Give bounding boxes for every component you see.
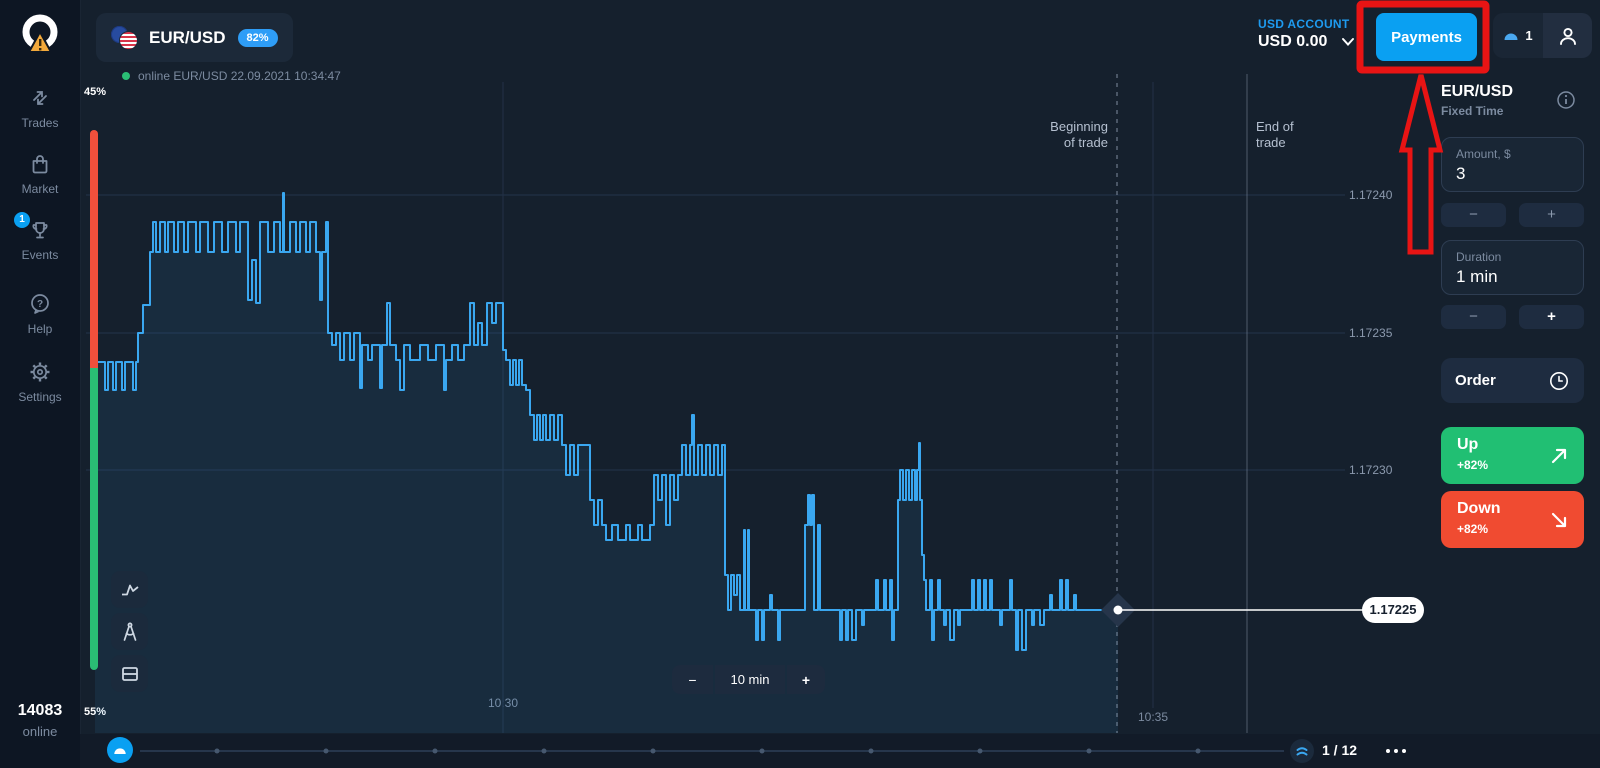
order-button[interactable]: Order <box>1441 358 1584 403</box>
sidebar-item-trades[interactable]: Trades <box>0 86 80 130</box>
panel-asset-title: EUR/USD <box>1441 83 1514 100</box>
sentiment-down-percent: 55% <box>84 706 107 718</box>
diagonal-arrows-icon <box>33 91 47 105</box>
info-icon[interactable] <box>1556 90 1576 110</box>
panel-asset-subtitle: Fixed Time <box>1441 104 1504 118</box>
x-axis-tick: 10:30 <box>487 696 519 710</box>
up-payout: +82% <box>1457 458 1489 472</box>
trophy-icon <box>32 222 48 239</box>
account-balance: USD 0.00 <box>1258 33 1328 50</box>
end-of-trade-label: End of trade <box>1256 119 1294 150</box>
compass-icon <box>123 622 136 641</box>
shopping-bag-icon <box>32 155 48 174</box>
line-chart-icon <box>121 584 139 595</box>
currency-pair-flags-icon <box>111 25 141 50</box>
sidebar-item-events[interactable]: 1 Events <box>0 212 80 262</box>
down-label: Down <box>1457 500 1501 517</box>
profile-group: 1 <box>1493 13 1592 58</box>
payments-label: Payments <box>1391 28 1462 46</box>
y-axis-tick: 1.17235 <box>1349 326 1393 340</box>
asset-name: EUR/USD <box>149 27 226 47</box>
y-axis-tick: 1.17240 <box>1349 188 1393 202</box>
timeframe-zoom-out-button[interactable]: − <box>672 665 713 694</box>
payout-badge: 82% <box>237 28 278 47</box>
notifications-count: 1 <box>1525 28 1533 43</box>
more-menu-button[interactable] <box>1386 749 1406 753</box>
duration-increase-button[interactable]: + <box>1519 305 1584 329</box>
account-chevron-down-icon[interactable] <box>1340 37 1356 47</box>
payments-arrow-annotation <box>1398 74 1444 255</box>
account-type-label: USD ACCOUNT <box>1258 17 1350 31</box>
layout-button[interactable] <box>111 655 148 692</box>
sentiment-bar-red <box>90 130 98 368</box>
sidebar-item-label: Trades <box>21 116 59 130</box>
asset-status: online EUR/USD 22.09.2021 10:34:47 <box>122 69 341 83</box>
trade-history-button[interactable] <box>107 737 133 763</box>
down-button[interactable]: Down +82% <box>1441 491 1584 548</box>
online-count-label: online <box>22 724 58 739</box>
drawing-tools-button[interactable] <box>111 613 148 650</box>
timeframe-control: − 10 min + <box>672 665 825 694</box>
duration-label: Duration <box>1456 250 1502 264</box>
clock-icon <box>1550 371 1568 390</box>
gear-icon <box>30 362 50 382</box>
us-flag-icon <box>120 31 137 49</box>
y-axis-tick: 1.17230 <box>1349 463 1393 477</box>
amount-decrease-button[interactable]: − <box>1441 203 1506 227</box>
order-label: Order <box>1455 372 1496 389</box>
sentiment-up-percent: 45% <box>84 86 107 98</box>
online-status-icon <box>122 72 130 80</box>
profile-button[interactable] <box>1543 13 1592 58</box>
arrow-down-right-icon <box>1551 512 1567 528</box>
sidebar-item-label: Events <box>21 248 59 262</box>
payments-button[interactable]: Payments <box>1376 13 1477 61</box>
up-label: Up <box>1457 436 1479 453</box>
timeframe-zoom-in-button[interactable]: + <box>787 665 825 694</box>
sentiment-bar-green <box>90 368 98 670</box>
stacked-chevrons-icon <box>1296 747 1308 756</box>
chart-canvas[interactable] <box>80 80 1340 730</box>
current-price-label: 1.17225 <box>1362 597 1424 623</box>
pager-button[interactable] <box>1290 739 1314 763</box>
sidebar-item-help[interactable]: ? Help <box>0 292 80 336</box>
duration-value: 1 min <box>1456 267 1498 286</box>
svg-text:?: ? <box>37 299 43 310</box>
events-badge: 1 <box>14 212 30 228</box>
down-payout: +82% <box>1457 522 1489 536</box>
online-count: 14083 <box>17 702 63 719</box>
sidebar: Trades Market <box>0 0 81 768</box>
sidebar-item-label: Settings <box>18 390 62 404</box>
notifications-button[interactable]: 1 <box>1493 13 1543 58</box>
timeframe-label: 10 min <box>715 665 785 694</box>
sidebar-item-label: Market <box>21 182 59 196</box>
question-bubble-icon: ? <box>31 294 49 314</box>
sidebar-item-label: Help <box>27 322 53 336</box>
page-indicator: 1 / 12 <box>1322 742 1358 758</box>
arc-icon <box>114 747 126 754</box>
sidebar-item-market[interactable]: Market <box>0 152 80 196</box>
notification-arc-icon <box>1504 33 1518 40</box>
x-axis-tick: 10:35 <box>1137 710 1169 724</box>
sidebar-item-settings[interactable]: Settings <box>0 360 80 404</box>
beginning-of-trade-label: Beginning of trade <box>1050 119 1108 150</box>
duration-decrease-button[interactable]: − <box>1441 305 1506 329</box>
amount-increase-button[interactable]: + <box>1519 203 1584 227</box>
asset-selector[interactable]: EUR/USD 82% <box>96 13 293 62</box>
split-layout-icon <box>121 666 138 681</box>
up-button[interactable]: Up +82% <box>1441 427 1584 484</box>
platform-logo-icon[interactable] <box>17 10 63 58</box>
arrow-up-right-icon <box>1551 448 1567 464</box>
duration-field[interactable]: Duration 1 min <box>1441 240 1584 295</box>
amount-field[interactable]: Amount, $ 3 <box>1441 137 1584 192</box>
chart-type-button[interactable] <box>111 571 148 608</box>
bottom-bar <box>80 734 1600 768</box>
status-text: online EUR/USD 22.09.2021 10:34:47 <box>138 69 341 83</box>
person-icon <box>1559 27 1576 45</box>
amount-value: 3 <box>1456 164 1466 183</box>
amount-label: Amount, $ <box>1456 147 1511 161</box>
